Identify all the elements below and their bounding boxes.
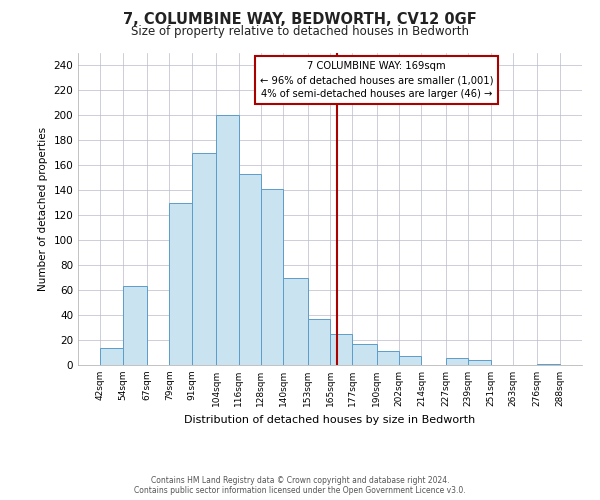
- Text: Contains HM Land Registry data © Crown copyright and database right 2024.
Contai: Contains HM Land Registry data © Crown c…: [134, 476, 466, 495]
- Bar: [446, 358, 468, 365]
- Bar: [123, 286, 147, 365]
- Bar: [308, 319, 330, 365]
- Bar: [399, 356, 421, 365]
- Bar: [468, 360, 491, 365]
- Bar: [261, 188, 283, 365]
- Bar: [100, 348, 123, 365]
- Bar: [283, 278, 308, 365]
- Bar: [192, 152, 216, 365]
- Bar: [352, 344, 377, 365]
- Bar: [377, 351, 399, 365]
- X-axis label: Distribution of detached houses by size in Bedworth: Distribution of detached houses by size …: [184, 414, 476, 424]
- Text: Size of property relative to detached houses in Bedworth: Size of property relative to detached ho…: [131, 25, 469, 38]
- Text: 7 COLUMBINE WAY: 169sqm
← 96% of detached houses are smaller (1,001)
4% of semi-: 7 COLUMBINE WAY: 169sqm ← 96% of detache…: [260, 61, 493, 99]
- Bar: [537, 364, 560, 365]
- Y-axis label: Number of detached properties: Number of detached properties: [38, 126, 48, 291]
- Bar: [169, 202, 192, 365]
- Bar: [239, 174, 261, 365]
- Text: 7, COLUMBINE WAY, BEDWORTH, CV12 0GF: 7, COLUMBINE WAY, BEDWORTH, CV12 0GF: [123, 12, 477, 28]
- Bar: [216, 115, 239, 365]
- Bar: [330, 334, 352, 365]
